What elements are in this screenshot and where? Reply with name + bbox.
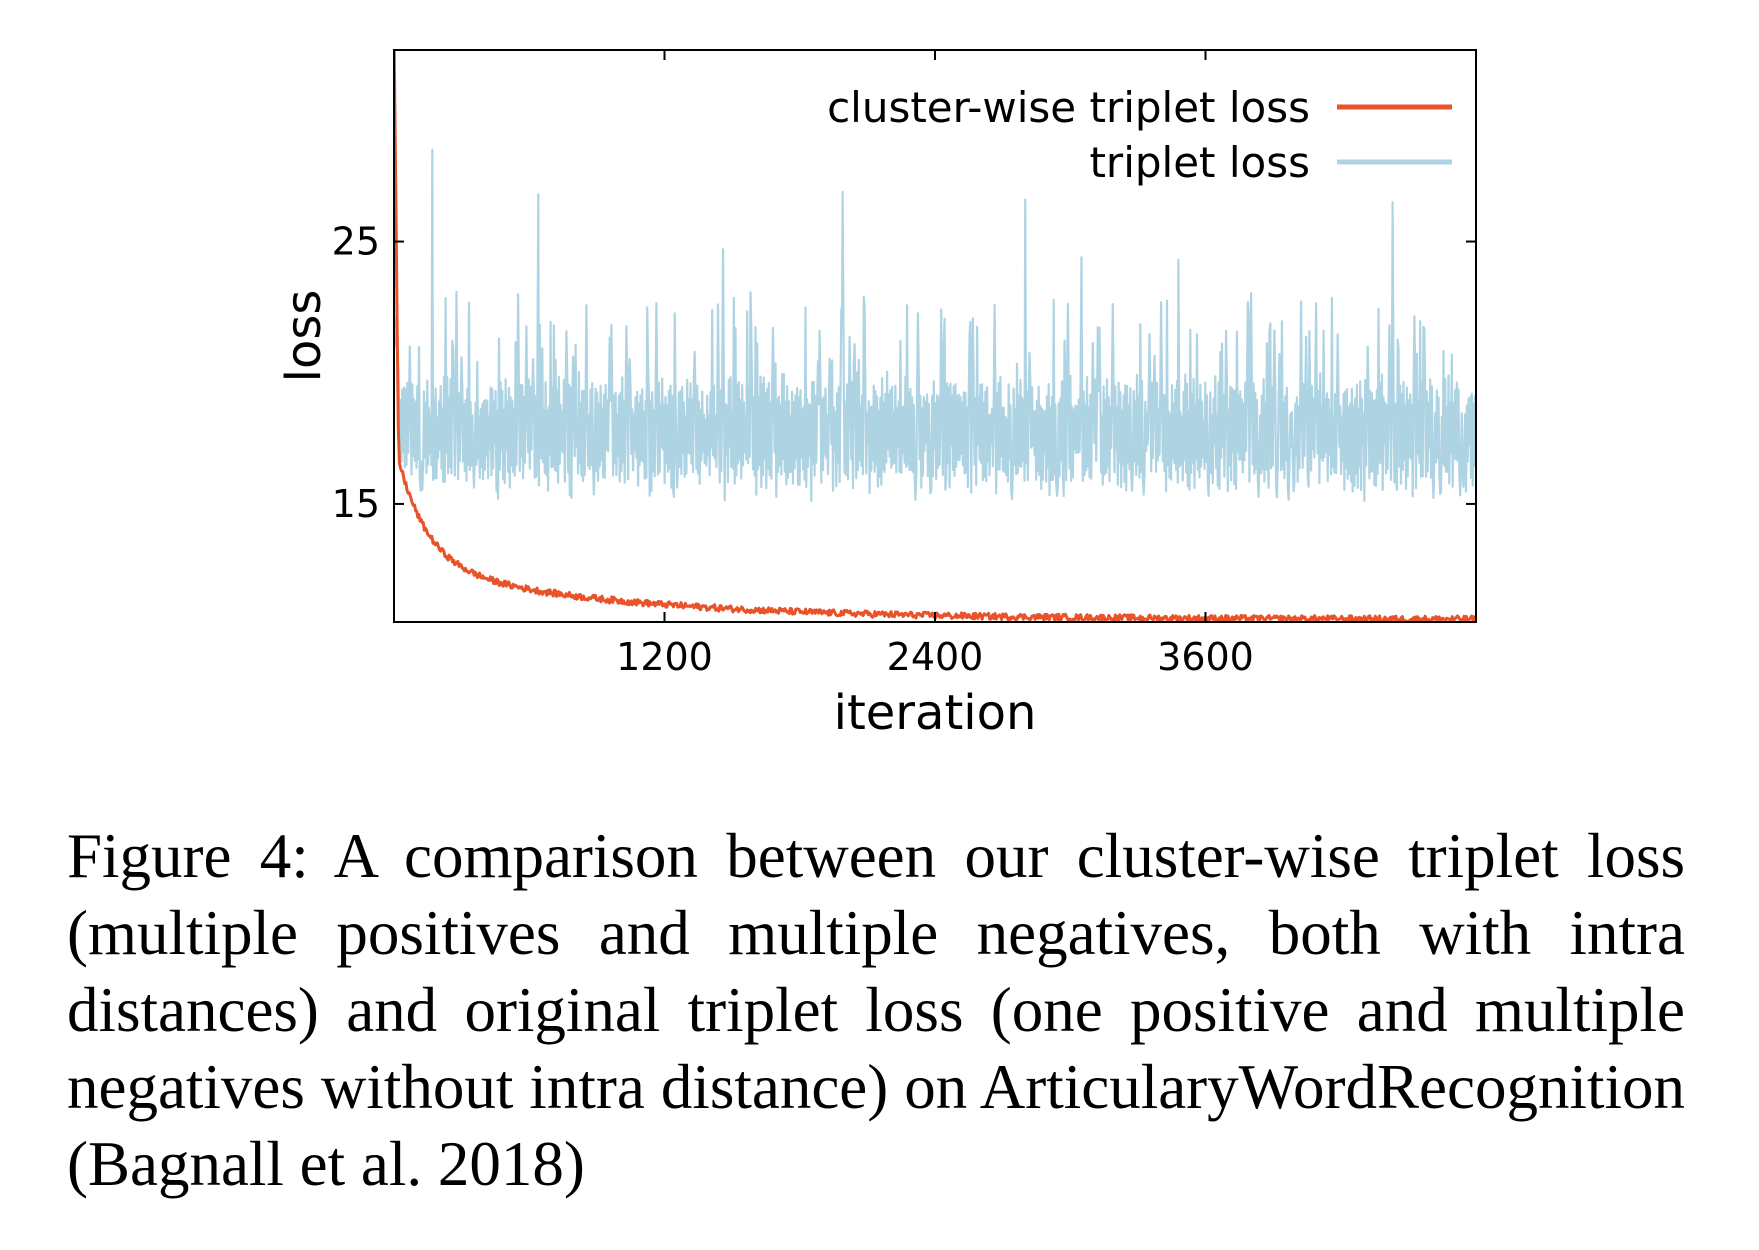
y-tick-label: 25 [332,220,380,264]
legend: cluster-wise triplet loss triplet loss [827,83,1452,187]
x-tick-label: 2400 [887,635,984,679]
x-tick-label: 3600 [1157,635,1254,679]
tick-labels: 1200 2400 3600 15 25 [332,220,1254,679]
y-axis-title: loss [276,290,332,383]
figure-caption: Figure 4: A comparison between our clust… [67,821,1685,1199]
tick-marks [394,50,1476,622]
x-tick-label: 1200 [616,635,713,679]
loss-chart: 1200 2400 3600 15 25 loss iteration cluster-… [276,49,1477,741]
x-axis-title: iteration [834,685,1037,741]
y-tick-label: 15 [332,482,380,526]
legend-label-triplet-loss: triplet loss [1089,138,1310,187]
plot-frame [393,49,1477,623]
series-line-triplet-loss [394,148,1476,502]
legend-label-cluster-wise-triplet-loss: cluster-wise triplet loss [827,83,1310,132]
